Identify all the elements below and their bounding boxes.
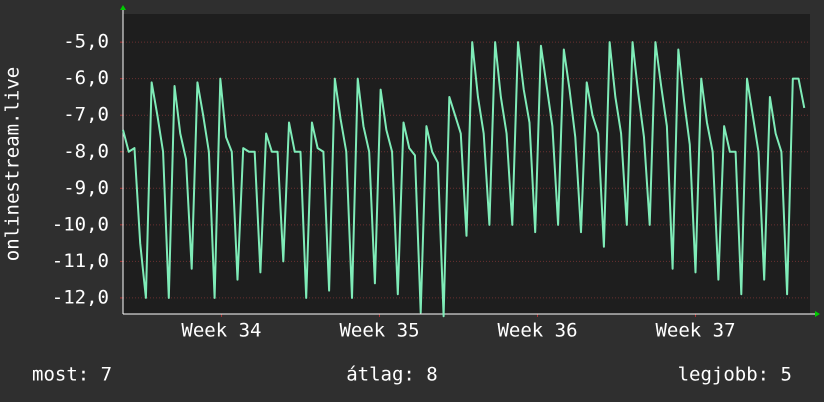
x-tick-label: Week 36 — [497, 320, 577, 342]
y-tick-label: -10,0 — [52, 213, 109, 235]
y-tick-label: -7,0 — [63, 104, 109, 126]
x-tick-label: Week 34 — [181, 320, 261, 342]
y-tick-label: -11,0 — [52, 250, 109, 272]
data-line — [122, 41, 806, 318]
x-tick-label: Week 35 — [339, 320, 419, 342]
y-axis-label: onlinestream.live — [2, 67, 24, 261]
footer-current: most: 7 — [32, 364, 112, 386]
x-axis-arrow — [815, 311, 820, 317]
plot-area — [123, 14, 810, 314]
x-tick-label: Week 37 — [655, 320, 735, 342]
y-tick-label: -5,0 — [63, 31, 109, 53]
y-tick-label: -12,0 — [52, 286, 109, 308]
y-tick-label: -9,0 — [63, 177, 109, 199]
y-tick-label: -8,0 — [63, 140, 109, 162]
footer-average: átlag: 8 — [346, 364, 438, 386]
footer-best: legjobb: 5 — [678, 364, 792, 386]
y-tick-label: -6,0 — [63, 67, 109, 89]
y-axis-arrow — [120, 5, 126, 10]
